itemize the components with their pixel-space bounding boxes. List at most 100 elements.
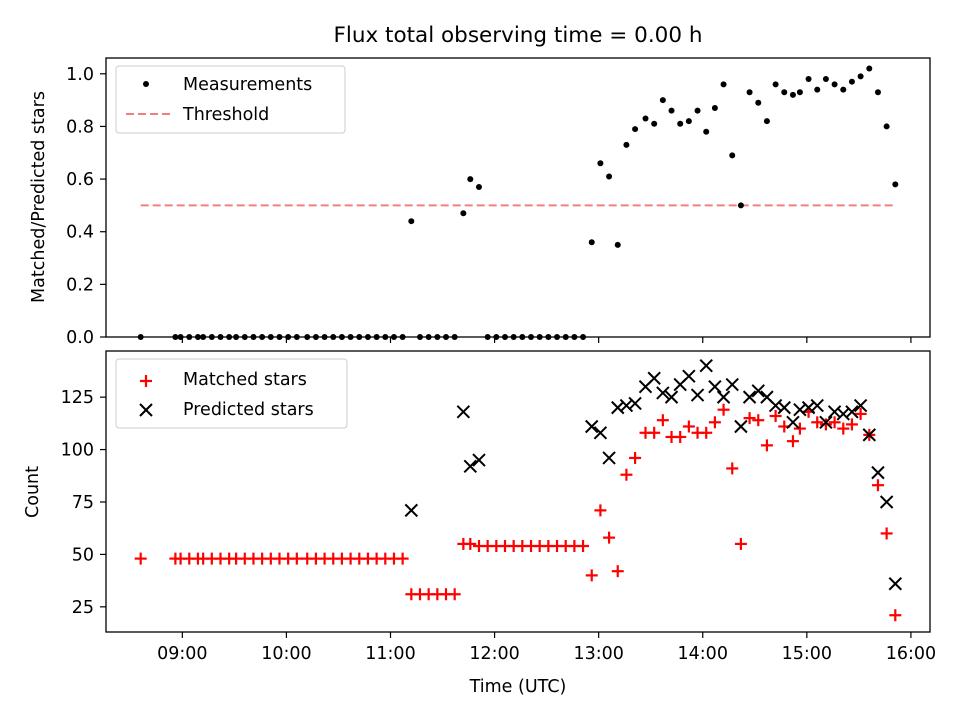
ratio-plot-frame [105, 57, 931, 338]
measurement-point [729, 152, 736, 159]
ratio-y-tick-label: 0.0 [66, 328, 94, 348]
measurement-point [668, 107, 675, 114]
x-axis-label: Time (UTC) [469, 677, 567, 697]
matched-star-point [752, 414, 765, 427]
matched-star-point [717, 403, 730, 416]
matched-star-point [743, 412, 756, 425]
count-x-tick-label: 15:00 [782, 644, 832, 664]
predicted-star-point [664, 390, 679, 404]
predicted-star-point [725, 377, 739, 392]
predicted-star-point [611, 400, 625, 415]
measurement-point [642, 115, 649, 122]
ratio-panel: 0.0 0.2 0.4 0.6 0.8 1.0 Matched/Predicted sta… [29, 57, 931, 348]
matched-star-point [854, 407, 867, 420]
measurement-point [711, 105, 718, 112]
measurement-point [694, 107, 701, 114]
predicted-star-point [819, 415, 833, 430]
predicted-star-point [716, 390, 731, 404]
count-x-tick-label: 10:00 [261, 644, 311, 664]
predicted-star-point [888, 577, 903, 591]
predicted-star-point [463, 459, 478, 474]
measurement-point [883, 123, 890, 130]
measurement-point [746, 89, 753, 96]
count-x-tick-label: 16:00 [886, 644, 936, 664]
predicted-star-point [682, 369, 696, 383]
measurement-point [703, 128, 710, 135]
measurements-legend-marker [143, 81, 149, 87]
count-legend: Matched stars Predicted stars [115, 358, 348, 429]
matched-star-point [760, 439, 773, 452]
predicted-star-point [853, 398, 868, 413]
count-y-ticks: 25 50 75 100 125 [61, 388, 106, 618]
measurement-point [606, 173, 613, 180]
matched-star-point [871, 479, 884, 492]
predicted-star-point [862, 428, 876, 442]
predicted-star-point [836, 407, 850, 421]
predicted-star-point [801, 400, 816, 415]
measurement-point [874, 89, 881, 96]
count-y-axis-label: Count [23, 466, 43, 518]
measurement-point [460, 210, 467, 217]
count-y-tick-label: 100 [61, 441, 94, 461]
measurement-point [866, 65, 873, 72]
matched-star-point [629, 451, 642, 464]
matched-star-point [845, 418, 858, 431]
count-y-tick-label: 50 [72, 545, 94, 565]
matched-star-point [290, 552, 303, 565]
measurement-point [597, 160, 604, 167]
ratio-y-tick-label: 0.2 [66, 275, 94, 295]
measurement-point [831, 81, 838, 88]
predicted-star-point [628, 396, 642, 411]
ratio-y-tick-label: 0.6 [66, 170, 94, 190]
measurement-point [892, 181, 899, 188]
count-x-tick-label: 09:00 [157, 644, 207, 664]
matched-star-point [656, 414, 669, 427]
predicted-stars-points [404, 358, 903, 591]
predicted-star-point [751, 384, 765, 398]
predicted-star-point [786, 415, 800, 430]
measurement-point [814, 86, 821, 93]
predicted-star-point [734, 419, 748, 434]
matched-star-point [828, 416, 841, 429]
matched-legend-label: Matched stars [183, 370, 307, 390]
matched-star-point [880, 527, 893, 540]
predicted-star-point [879, 495, 894, 509]
matched-star-point [674, 430, 687, 443]
predicted-star-point [768, 398, 783, 413]
measurement-point [467, 176, 474, 183]
predicted-legend-marker [139, 403, 153, 417]
matched-star-point [594, 504, 607, 517]
measurements-legend-label: Measurements [183, 75, 312, 95]
measurement-point [789, 91, 796, 98]
matched-legend-marker [140, 375, 152, 387]
predicted-star-point [708, 379, 722, 394]
predicted-star-point [810, 398, 824, 413]
matched-star-point [726, 462, 739, 475]
measurement-points [137, 65, 899, 340]
measurement-point [475, 183, 482, 190]
predicted-legend-label: Predicted stars [183, 400, 314, 420]
count-x-ticks: 09:00 10:00 11:00 12:00 13:00 14:00 15:00 16:00 [157, 632, 936, 664]
predicted-star-point [827, 405, 842, 419]
matched-star-point [464, 537, 477, 550]
matched-stars-points [134, 403, 902, 622]
matched-star-point [700, 426, 713, 439]
ratio-y-axis-label: Matched/Predicted stars [29, 91, 49, 303]
predicted-star-point [871, 465, 885, 480]
measurement-point [659, 97, 666, 104]
predicted-star-point [456, 405, 471, 419]
measurement-point [408, 218, 415, 225]
count-y-tick-label: 75 [72, 493, 94, 513]
count-y-tick-label: 125 [61, 388, 94, 408]
matched-star-point [793, 422, 806, 435]
predicted-star-point [602, 451, 616, 465]
chart-title: Flux total observing time = 0.00 h [334, 23, 703, 48]
count-x-tick-label: 13:00 [573, 644, 623, 664]
measurement-point [685, 118, 692, 125]
count-x-tick-label: 12:00 [469, 644, 519, 664]
matched-star-point [603, 531, 616, 544]
matched-star-point [577, 540, 590, 553]
measurement-point [651, 120, 658, 127]
measurement-point [755, 99, 762, 106]
count-plot-frame [105, 350, 931, 633]
